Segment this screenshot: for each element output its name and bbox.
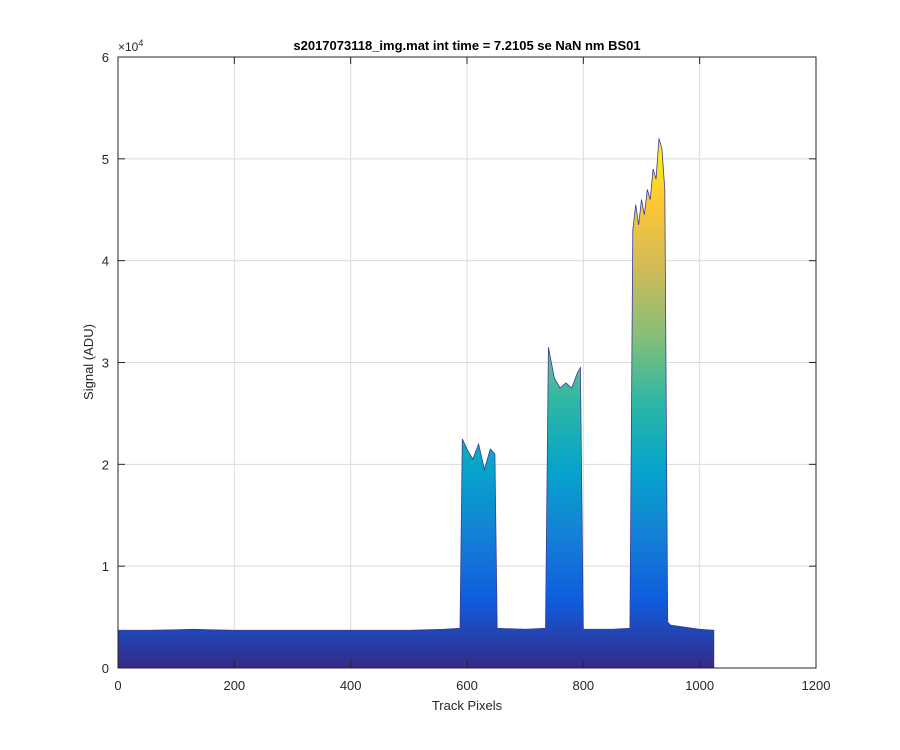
y-tick-label: 0 [102,661,109,676]
x-tick-label: 200 [223,678,245,693]
y-tick-label: 1 [102,559,109,574]
y-tick-label: 5 [102,152,109,167]
x-tick-label: 800 [572,678,594,693]
signal-line [118,138,715,631]
y-tick-label: 3 [102,356,109,371]
x-tick-label: 1200 [802,678,831,693]
x-axis-ticks: 0 200 400 600 800 1000 1200 [114,57,830,693]
signal-area [118,138,715,668]
x-tick-label: 400 [340,678,362,693]
y-exponent-label: ×104 [118,38,143,54]
x-axis-label: Track Pixels [432,698,503,713]
x-tick-label: 0 [114,678,121,693]
y-axis-label: Signal (ADU) [81,324,96,400]
x-tick-label: 1000 [685,678,714,693]
y-exponent-base: ×10 [118,40,139,54]
y-tick-label: 4 [102,254,109,269]
y-axis-ticks: 0 1 2 3 4 5 6 [102,50,816,676]
x-tick-label: 600 [456,678,478,693]
chart-title: s2017073118_img.mat int time = 7.2105 se… [293,38,640,53]
y-exponent-power: 4 [138,38,143,48]
y-tick-label: 6 [102,50,109,65]
y-tick-label: 2 [102,457,109,472]
